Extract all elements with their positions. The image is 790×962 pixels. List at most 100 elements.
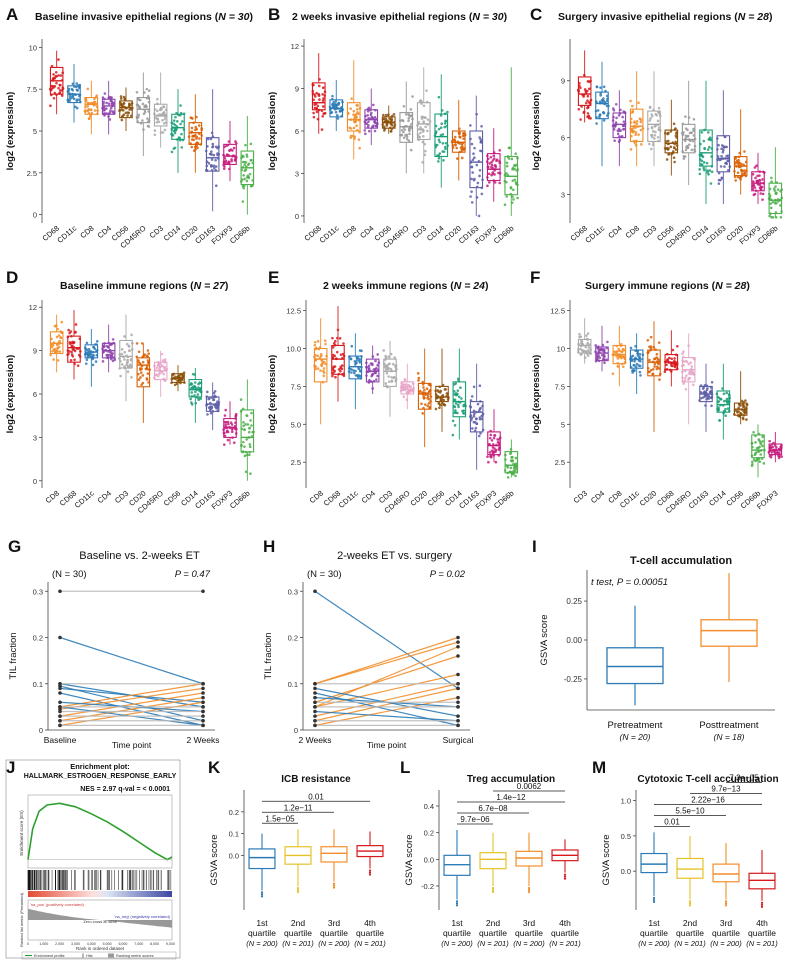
data-point: [595, 85, 599, 89]
box-quartile: [551, 849, 579, 862]
data-point: [89, 108, 92, 112]
data-point: [495, 158, 499, 161]
data-point: [586, 94, 590, 98]
data-point: [622, 355, 626, 358]
y-axis-label: GSVA score: [601, 834, 612, 885]
data-point: [355, 112, 358, 116]
data-point: [109, 106, 113, 110]
data-point: [339, 369, 342, 373]
data-point: [505, 172, 508, 175]
data-point: [389, 352, 393, 356]
data-point: [423, 403, 427, 406]
data-point: [751, 172, 755, 176]
pair-point-end: [201, 681, 205, 686]
data-point: [437, 401, 441, 405]
x-axis-label: Rank in ordered dataset: [76, 946, 125, 951]
data-point: [673, 160, 676, 164]
panel-c-title: Surgery invasive epithelial regions (N =…: [558, 11, 772, 23]
data-point: [354, 363, 357, 366]
panel-e-title-suffix: ): [484, 280, 489, 292]
data-point: [744, 399, 747, 402]
data-point: [56, 343, 59, 347]
data-point: [490, 163, 494, 167]
pair-line: [314, 683, 459, 717]
data-point: [350, 371, 353, 374]
data-point: [95, 94, 99, 97]
data-point: [633, 369, 636, 372]
data-point: [700, 131, 704, 134]
data-point: [197, 382, 200, 386]
data-point: [454, 402, 458, 405]
data-point: [195, 127, 199, 131]
x-tick-label: 3,000: [71, 942, 80, 946]
data-point: [427, 402, 431, 405]
data-point: [727, 168, 730, 172]
data-point: [707, 173, 710, 176]
data-point: [505, 164, 509, 168]
data-point: [636, 351, 640, 355]
data-point: [216, 152, 219, 155]
y-tick-label: 0.2: [229, 808, 239, 817]
data-point: [367, 129, 371, 133]
data-point: [243, 163, 246, 167]
y-tick-label: 0.3: [33, 587, 43, 596]
box-CD14: [699, 129, 713, 167]
pair-point-end: [201, 709, 205, 714]
data-point: [474, 426, 478, 430]
data-point: [129, 103, 132, 107]
data-point: [68, 331, 71, 335]
quartile-name: 2nd: [683, 918, 697, 928]
data-point: [196, 393, 200, 396]
data-point: [469, 195, 472, 198]
data-point: [510, 157, 514, 161]
data-point: [366, 109, 370, 113]
data-point: [243, 169, 247, 173]
data-point: [367, 368, 371, 371]
data-point: [417, 379, 420, 382]
data-point: [93, 347, 97, 351]
data-point: [212, 166, 216, 170]
data-point: [385, 124, 389, 127]
data-point: [434, 407, 438, 411]
data-point: [393, 356, 396, 359]
box-quartile: [712, 863, 740, 883]
y-axis-label: log2 (expression): [531, 355, 542, 434]
gsea-frame: [5, 759, 181, 959]
data-point: [737, 410, 741, 413]
data-point: [629, 148, 633, 151]
quartile-n: (N = 201): [282, 939, 314, 948]
data-point: [104, 107, 108, 110]
data-point: [137, 361, 141, 364]
data-point: [389, 130, 393, 133]
x-tick-label: CD20: [638, 489, 658, 508]
x-tick-label: CD8: [78, 224, 95, 241]
data-point: [616, 357, 620, 360]
data-point: [457, 395, 461, 399]
significance-pvalue: 0.01: [664, 817, 680, 826]
data-point: [490, 161, 493, 164]
data-point: [316, 104, 320, 108]
data-point: [758, 186, 762, 190]
y-tick-label: 6: [295, 127, 299, 136]
data-point: [489, 455, 492, 458]
significance-pvalue: 2.22e−16: [691, 795, 725, 804]
data-point: [718, 419, 721, 422]
y-axis-label: log2 (expression): [5, 355, 16, 434]
data-point: [358, 146, 361, 150]
data-point: [312, 111, 315, 115]
data-point: [417, 120, 421, 124]
data-point: [702, 168, 706, 172]
pair-point-end: [456, 695, 460, 700]
box-CD4: [365, 358, 380, 383]
data-point: [710, 380, 714, 384]
data-point: [155, 366, 159, 370]
data-point: [479, 432, 482, 435]
data-point: [334, 375, 337, 379]
data-point: [358, 359, 361, 363]
data-point: [651, 372, 654, 376]
box-CD11c: [348, 355, 363, 380]
panel-a-n: N = 30: [218, 11, 250, 23]
data-point: [674, 148, 678, 151]
data-point: [212, 153, 216, 157]
